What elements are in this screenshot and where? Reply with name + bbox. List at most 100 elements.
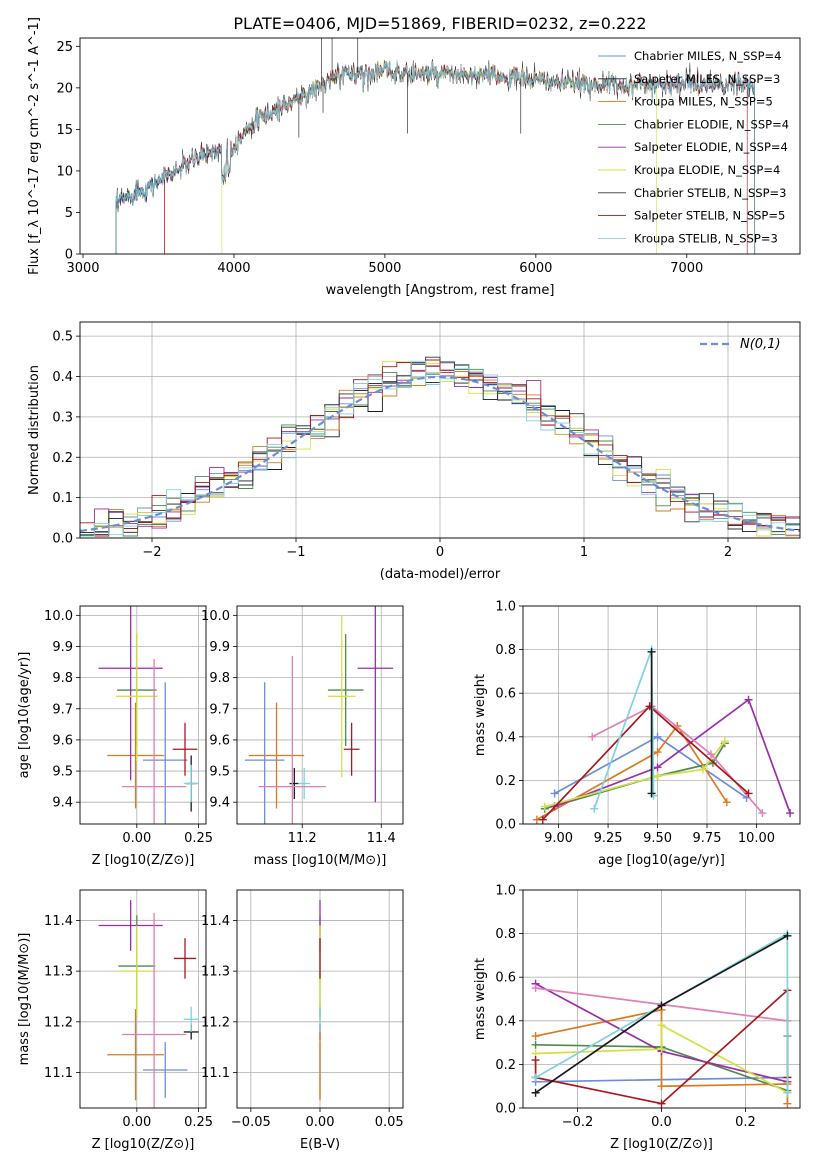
y-tick-label: 0.4 <box>495 730 516 745</box>
mass-weight-marker <box>590 804 599 813</box>
y-tick-label: 10 <box>56 164 73 179</box>
mass-weight-marker <box>653 772 662 781</box>
y-tick-label: 9.4 <box>52 796 73 811</box>
x-axis-label: Z [log10(Z/Z⊙)] <box>610 1137 713 1152</box>
legend-entry: Salpeter MILES, N_SSP=3 <box>634 72 780 86</box>
legend: Chabrier MILES, N_SSP=4 Salpeter MILES, N… <box>598 49 789 245</box>
panel-massweight-vs-age: 9.00 9.25 9.50 9.75 10.00 0.0 0.2 0.4 0.6 0.8 1.0 a… <box>473 600 801 868</box>
legend-entry: Salpeter STELIB, N_SSP=5 <box>634 209 785 223</box>
y-tick-label: 0.2 <box>52 451 73 466</box>
legend-entry: Kroupa MILES, N_SSP=5 <box>634 95 773 109</box>
y-tick-label: 9.7 <box>209 702 230 717</box>
y-tick-label: 0.0 <box>495 818 516 833</box>
x-tick-label: 0.0 <box>651 1115 672 1130</box>
mass-weight-marker <box>531 1056 540 1065</box>
y-tick-label: 11.3 <box>44 965 73 980</box>
mass-weight-marker <box>657 1099 666 1108</box>
x-tick-label: 11.4 <box>367 831 396 846</box>
x-tick-label: 0.05 <box>375 1115 404 1130</box>
x-tick-label: 7000 <box>670 261 703 276</box>
x-tick-label: 6000 <box>519 261 552 276</box>
x-tick-label: 0 <box>436 545 444 560</box>
x-tick-label: 0.00 <box>122 1115 151 1130</box>
y-tick-label: 5 <box>65 206 73 221</box>
axes-frame <box>522 889 801 1109</box>
x-tick-label: −1 <box>286 545 305 560</box>
figure-title: PLATE=0406, MJD=51869, FIBERID=0232, z=0… <box>233 14 646 33</box>
histogram-series <box>80 359 800 537</box>
x-axis-label: (data-model)/error <box>380 567 501 582</box>
plot-area <box>244 606 394 824</box>
y-tick-label: 10.0 <box>44 609 73 624</box>
x-tick-label: 0.00 <box>306 1115 335 1130</box>
y-tick-label: 1.0 <box>495 884 516 899</box>
x-axis-label: Z [log10(Z/Z⊙)] <box>92 1137 195 1152</box>
y-tick-label: 11.4 <box>44 914 73 929</box>
plot-area <box>532 645 795 824</box>
plot-area <box>80 356 800 537</box>
y-tick-label: 0.6 <box>495 687 516 702</box>
y-axis-label: mass [log10(M/M⊙)] <box>17 933 32 1066</box>
mass-weight-marker <box>657 1021 666 1030</box>
mass-weight-marker <box>706 750 715 759</box>
mass-weight-marker <box>744 695 753 704</box>
mass-weight-marker <box>531 1040 540 1049</box>
y-tick-label: 0.1 <box>52 491 73 506</box>
y-tick-label: 9.7 <box>52 702 73 717</box>
x-tick-label: 0.25 <box>184 1115 213 1130</box>
plot-area <box>98 900 199 1108</box>
y-tick-label: 11.1 <box>201 1066 230 1081</box>
y-tick-label: 9.8 <box>209 671 230 686</box>
mass-weight-marker <box>722 798 731 807</box>
mass-weight-marker <box>550 789 559 798</box>
panel-residuals: −2 −1 0 1 2 0.0 0.1 0.2 0.3 0.4 0.5 N(0,1) (data-mod… <box>27 321 801 582</box>
x-tick-label: 9.50 <box>643 831 672 846</box>
axes-frame <box>522 605 801 825</box>
y-axis-label: Normed distribution <box>27 365 42 495</box>
y-tick-label: 11.2 <box>44 1015 73 1030</box>
legend-entry: Chabrier ELODIE, N_SSP=4 <box>634 117 789 131</box>
y-tick-label: 0.3 <box>52 410 73 425</box>
legend-entry: Chabrier STELIB, N_SSP=3 <box>634 186 786 200</box>
mass-weight-marker <box>657 1082 666 1091</box>
y-tick-label: 11.1 <box>44 1066 73 1081</box>
panel-mass-vs-Z: 0.00 0.25 11.1 11.2 11.3 11.4 Z [log10(Z/Z⊙)] m… <box>17 889 213 1152</box>
mass-weight-series <box>554 698 791 814</box>
mass-weight-marker <box>647 789 656 798</box>
panel-spectrum: 3000 4000 5000 6000 7000 0 5 10 15 20 25 Chabrier M… <box>27 17 801 298</box>
legend-entry: Kroupa ELODIE, N_SSP=4 <box>634 163 780 177</box>
mass-weight-marker <box>720 737 729 746</box>
x-tick-label: 0.00 <box>122 831 151 846</box>
y-axis-label: age [log10(age/yr)] <box>17 652 32 779</box>
x-tick-label: 0.2 <box>735 1115 756 1130</box>
axes-frame <box>236 605 404 825</box>
mass-weight-marker <box>647 647 656 656</box>
mass-weight-marker <box>657 1045 666 1054</box>
y-tick-label: 0.6 <box>495 971 516 986</box>
y-tick-label: 10.0 <box>201 609 230 624</box>
x-tick-label: −2 <box>142 545 161 560</box>
mass-weight-series <box>544 742 726 810</box>
spectrum-series <box>115 59 756 254</box>
y-tick-label: 25 <box>56 40 73 55</box>
y-tick-label: 0.4 <box>52 370 73 385</box>
y-tick-label: 9.9 <box>209 640 230 655</box>
x-tick-label: 4000 <box>217 261 250 276</box>
x-tick-label: 9.25 <box>594 831 623 846</box>
y-tick-label: 20 <box>56 81 73 96</box>
axes-frame <box>79 321 801 539</box>
x-axis-label: wavelength [Angstrom, rest frame] <box>326 283 555 298</box>
legend-entry: N(0,1) <box>740 337 781 352</box>
y-tick-label: 0 <box>65 248 73 263</box>
x-tick-label: 0.25 <box>184 831 213 846</box>
y-tick-label: 0.0 <box>52 532 73 547</box>
y-tick-label: 9.6 <box>209 733 230 748</box>
mass-weight-series <box>535 1023 788 1094</box>
mass-weight-marker <box>758 809 767 818</box>
x-tick-label: 2 <box>724 545 732 560</box>
x-axis-label: mass [log10(M/M⊙)] <box>254 853 387 868</box>
y-tick-label: 9.5 <box>209 765 230 780</box>
plot-area <box>98 606 199 824</box>
mass-weight-marker <box>699 765 708 774</box>
